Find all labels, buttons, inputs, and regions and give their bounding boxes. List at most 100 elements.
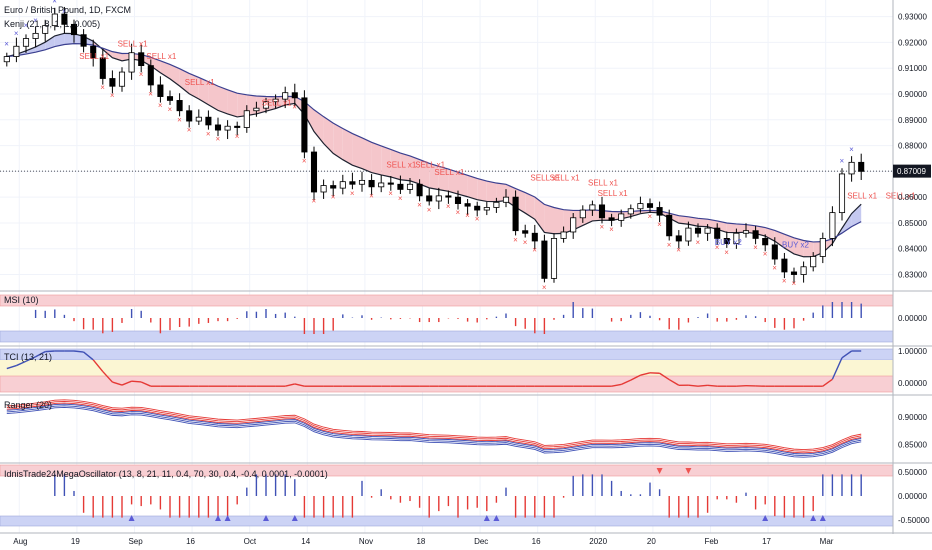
cloud-segment xyxy=(688,216,698,227)
candle-body xyxy=(22,38,30,47)
cloud-segment xyxy=(35,42,46,53)
cloud-segment xyxy=(362,137,372,173)
candle-body xyxy=(214,124,222,131)
tci-segment xyxy=(285,383,295,387)
candle-body xyxy=(378,182,385,188)
mega-tick-label: 0.50000 xyxy=(898,468,927,477)
sell-x-marker: × xyxy=(609,225,614,234)
tci-segment xyxy=(831,357,843,380)
candle-body xyxy=(349,181,356,185)
price-tick-label: 0.92000 xyxy=(898,38,927,47)
cloud-segment xyxy=(525,192,535,220)
sell-x-marker: × xyxy=(792,279,797,288)
sell-x-marker: × xyxy=(148,90,153,99)
candle-body xyxy=(800,266,807,275)
mega-up-triangle xyxy=(810,515,817,521)
cloud-segment xyxy=(803,240,814,257)
candle-body xyxy=(704,227,711,234)
tci-segment xyxy=(131,380,142,383)
cloud-segment xyxy=(419,159,430,188)
mega-up-triangle xyxy=(819,515,826,521)
sell-signal-label: SELL x1 xyxy=(588,179,618,188)
tci-segment xyxy=(630,374,641,381)
buy-x-marker: × xyxy=(840,157,845,166)
cloud-segment xyxy=(390,149,401,180)
candle-body xyxy=(157,84,164,97)
candle-body xyxy=(51,13,58,27)
candle-body xyxy=(339,181,346,189)
cloud-segment xyxy=(227,89,238,117)
candle-body xyxy=(733,232,740,244)
candle-body xyxy=(291,92,298,99)
sell-signal-label: SELL x1 xyxy=(185,78,215,87)
price-tick-label: 0.93000 xyxy=(898,13,927,22)
tci-segment xyxy=(35,351,46,358)
candle-body xyxy=(762,238,769,246)
cloud-segment xyxy=(64,33,74,45)
candle-body xyxy=(848,161,855,175)
sell-x-marker: × xyxy=(523,238,528,247)
buy-x-marker: × xyxy=(849,145,854,154)
candle-body xyxy=(454,196,462,204)
x-tick-label: 19 xyxy=(71,537,80,546)
sell-x-marker: × xyxy=(724,248,729,257)
cloud-segment xyxy=(774,230,785,249)
cloud-segment xyxy=(429,163,439,190)
candle-body xyxy=(646,203,654,208)
tci-segment xyxy=(121,380,132,386)
candle-body xyxy=(109,78,116,87)
tci-segment xyxy=(25,356,36,362)
sell-x-marker: × xyxy=(417,200,422,209)
candle-body xyxy=(838,173,846,214)
ranger-title: Ranger (20) xyxy=(4,400,52,410)
candle-body xyxy=(224,125,231,131)
sell-x-marker: × xyxy=(187,126,192,135)
cloud-segment xyxy=(477,178,487,202)
price-tick-label: 0.83000 xyxy=(898,271,927,280)
candle-body xyxy=(579,209,586,219)
price-tick-label: 0.88000 xyxy=(898,142,927,151)
buy-x-marker: × xyxy=(33,16,38,25)
candle-body xyxy=(570,217,577,233)
candle-body xyxy=(368,179,375,188)
signals: × × × × × × × × × × × × × × × × × × × × × × × × × × × × × × × × × × × × × × × ×… xyxy=(4,0,916,292)
candle-body xyxy=(32,32,39,39)
mega-up-triangle xyxy=(224,515,231,521)
sell-x-marker: × xyxy=(206,130,211,139)
candle-body xyxy=(810,256,817,268)
mega-tick-label: -0.50000 xyxy=(898,516,930,525)
sell-x-marker: × xyxy=(398,194,403,203)
price-tick-label: 0.90000 xyxy=(898,90,927,99)
last-price-badge xyxy=(893,164,931,178)
tci-segment xyxy=(697,384,708,387)
msi-tick-label: 0.00000 xyxy=(898,314,927,323)
cloud-segment xyxy=(160,60,170,79)
sell-x-marker: × xyxy=(782,277,787,286)
mega-up-triangle xyxy=(493,515,500,521)
cloud-segment xyxy=(794,237,804,257)
tci-segment xyxy=(16,360,27,367)
candle-body xyxy=(685,227,692,242)
cloud-segment xyxy=(371,142,382,175)
candle-body xyxy=(205,116,212,126)
candle-body xyxy=(358,179,366,185)
candle-body xyxy=(70,23,78,36)
tci-tick-label: 1.00000 xyxy=(898,347,927,356)
sell-signal-label: SELL x1 xyxy=(847,191,877,200)
candle-body xyxy=(666,214,673,237)
sell-x-marker: × xyxy=(139,70,144,79)
sell-x-marker: × xyxy=(715,243,720,252)
candle-body xyxy=(272,98,279,103)
candle-body xyxy=(243,110,250,128)
sell-x-marker: × xyxy=(753,243,758,252)
candle-body xyxy=(656,207,663,216)
cloud-segment xyxy=(198,77,209,105)
candle-body xyxy=(186,110,193,122)
buy-signal-label: BUY x2 xyxy=(782,240,810,249)
mega-down-triangle xyxy=(685,468,692,474)
cloud-segment xyxy=(342,128,353,166)
sell-x-marker: × xyxy=(676,246,681,255)
mega-up-triangle xyxy=(762,515,769,521)
